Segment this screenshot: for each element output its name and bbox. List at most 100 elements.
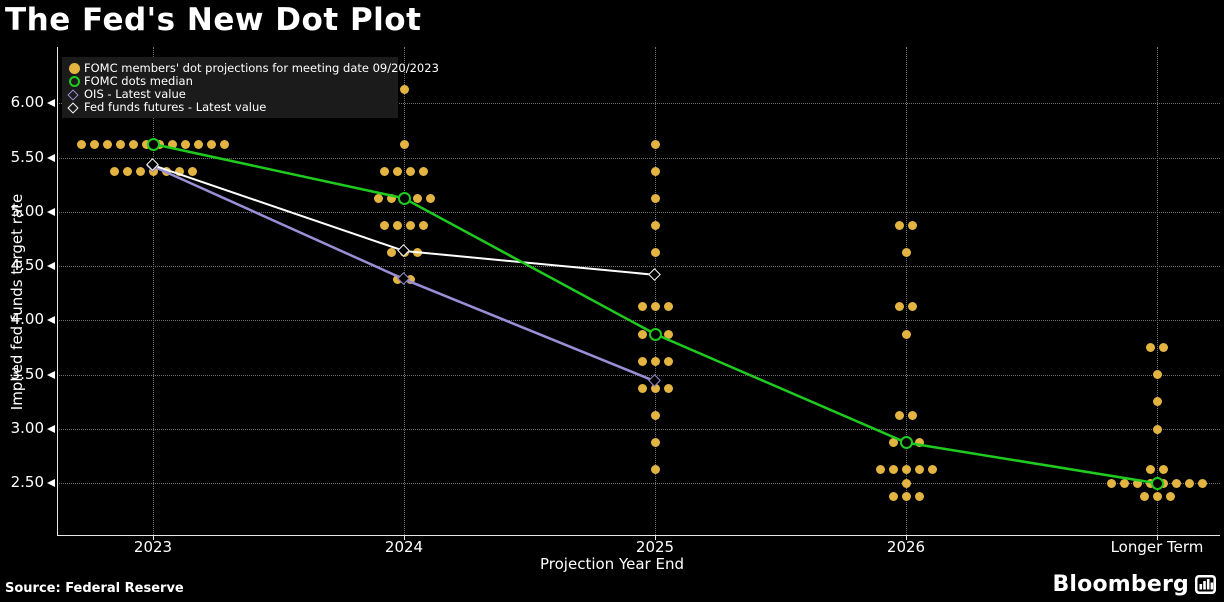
fomc-dot [412, 193, 422, 203]
fomc-dot [650, 465, 660, 475]
fomc-dot [895, 220, 904, 230]
open-diamond-icon [67, 88, 84, 101]
fomc-dot [888, 492, 898, 502]
median-marker [146, 137, 160, 151]
fomc-dot [425, 193, 435, 203]
open-diamond-icon [67, 101, 84, 114]
fomc-dot [1152, 397, 1162, 407]
h-gridline [57, 320, 1220, 322]
fomc-dot [637, 383, 647, 393]
fomc-dot [406, 220, 415, 230]
x-tick-label: 2026 [886, 538, 926, 556]
fomc-dot [419, 166, 428, 176]
fomc-dot [908, 302, 917, 312]
legend-item: FOMC dots median [69, 75, 398, 88]
y-tick-label: 6.00 [10, 93, 44, 112]
fomc-dot [419, 220, 428, 230]
fomc-dot [650, 410, 660, 420]
fomc-dot [908, 410, 917, 420]
source-note: Source: Federal Reserve [5, 581, 184, 596]
y-tick-label: 3.50 [10, 364, 44, 383]
v-gridline [655, 47, 656, 535]
fomc-dot [393, 166, 402, 176]
fomc-dot [109, 166, 119, 176]
fomc-dot [901, 465, 911, 475]
fomc-dot [908, 220, 917, 230]
v-gridline [153, 47, 154, 535]
fomc-dot [103, 139, 112, 149]
bloomberg-terminal-icon [1195, 575, 1216, 594]
fomc-dot [380, 220, 389, 230]
fomc-dot [1133, 478, 1142, 488]
fomc-dot [637, 329, 647, 339]
fomc-dot [888, 438, 898, 448]
v-gridline [1157, 47, 1158, 535]
fomc-dot [1152, 370, 1162, 380]
h-gridline [57, 429, 1220, 430]
fomc-dot [1185, 478, 1194, 488]
y-tick-label: 2.50 [10, 473, 44, 492]
fomc-dot [650, 302, 660, 312]
bloomberg-logo: Bloomberg [1052, 572, 1216, 597]
h-gridline [57, 266, 1220, 268]
fomc-dot [901, 478, 911, 488]
legend: FOMC members' dot projections for meetin… [62, 57, 439, 118]
fomc-dot [637, 356, 647, 366]
fomc-dot [1152, 492, 1162, 502]
y-tick-arrow-icon [47, 425, 55, 433]
fomc-dot [888, 465, 898, 475]
fomc-dot [650, 193, 660, 203]
fomc-dot [1172, 478, 1181, 488]
legend-label: FOMC dots median [84, 74, 193, 88]
fomc-dot [168, 139, 177, 149]
y-tick-label: 5.50 [10, 147, 44, 166]
median-marker [648, 327, 662, 341]
fomc-dot [650, 139, 660, 149]
filled-circle-icon [69, 63, 84, 74]
fomc-dot [1198, 478, 1207, 488]
fomc-dot [901, 492, 911, 502]
x-tick-label: Longer Term [1110, 538, 1204, 556]
fomc-dot [399, 139, 409, 149]
fomc-dot [927, 465, 937, 475]
fomc-dot [1146, 343, 1155, 353]
fomc-dot [914, 438, 924, 448]
y-tick-arrow-icon [47, 99, 55, 108]
h-gridline [57, 103, 1220, 105]
median-marker [397, 191, 411, 205]
y-tick-arrow-icon [47, 207, 55, 216]
fomc-dot [220, 139, 229, 149]
fomc-dot [1139, 492, 1149, 502]
fomc-dot [1159, 465, 1168, 475]
fomc-dot [393, 220, 402, 230]
fomc-dot [187, 166, 197, 176]
futures-marker [648, 267, 661, 281]
fomc-dot [1159, 343, 1168, 353]
fomc-dot [122, 166, 132, 176]
fomc-dot [194, 139, 203, 149]
fomc-dot [914, 465, 924, 475]
h-gridline [57, 374, 1220, 376]
fomc-dot [1146, 465, 1155, 475]
fomc-dot [406, 166, 415, 176]
fomc-dot [116, 139, 125, 149]
fomc-dot [650, 166, 660, 176]
y-tick-arrow-icon [47, 316, 55, 325]
fomc-dot [373, 193, 383, 203]
x-tick [655, 535, 656, 540]
fomc-dot [1152, 424, 1162, 434]
fomc-dot [650, 356, 660, 366]
y-tick-arrow-icon [47, 370, 55, 379]
y-tick-arrow-icon [47, 479, 55, 488]
y-tick-label: 4.00 [10, 310, 44, 329]
x-axis-title: Projection Year End [540, 555, 684, 573]
fomc-dot [901, 248, 911, 258]
fomc-dot [1107, 478, 1116, 488]
y-tick-arrow-icon [47, 153, 55, 162]
v-gridline [404, 47, 405, 535]
y-tick-label: 3.00 [10, 419, 44, 437]
x-tick-label: 2025 [635, 538, 675, 556]
v-gridline [906, 47, 907, 535]
h-gridline [57, 211, 1220, 213]
fomc-dot [895, 410, 904, 420]
